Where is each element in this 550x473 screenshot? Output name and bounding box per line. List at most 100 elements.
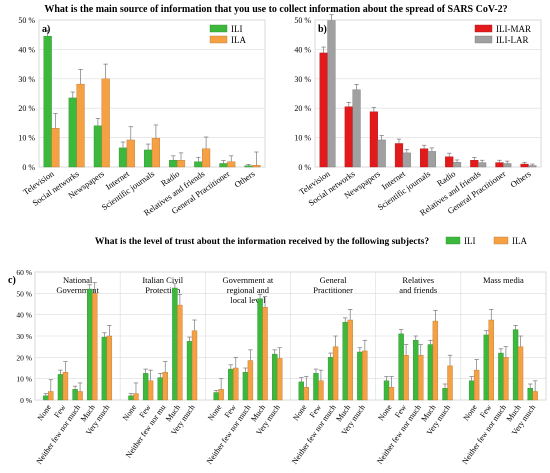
bar-ili-0-4 <box>101 336 108 401</box>
bar-ili-1 <box>68 97 77 168</box>
bar-ila-1-4 <box>191 330 198 401</box>
bar-ili-1-3 <box>172 287 178 401</box>
bar-ili-mar-5 <box>445 156 454 168</box>
bar-ila-8 <box>252 165 261 168</box>
bar-ila-0-1 <box>62 372 69 401</box>
bar-ili-mar-7 <box>495 162 504 168</box>
bar-ila-3-1 <box>318 380 324 401</box>
group-title: regional and <box>227 285 270 295</box>
bar-ili-2 <box>93 125 102 168</box>
bar-ila-5-0 <box>473 369 480 401</box>
bar-ila-2-3 <box>262 307 268 401</box>
bar-ili-3-1 <box>313 373 319 401</box>
bar-ili-lar-5 <box>452 162 462 168</box>
bar-ili-5-1 <box>483 334 489 401</box>
legend-swatch-0 <box>209 24 228 33</box>
bar-ili-8 <box>244 165 253 168</box>
bar-ila-1-2 <box>162 372 168 401</box>
bar-ila-4-0 <box>388 387 395 401</box>
bar-ili-lar-4 <box>427 151 436 168</box>
bar-ila-3-0 <box>303 387 309 401</box>
bar-ila-0-2 <box>77 391 83 401</box>
bar-ili-1-0 <box>128 395 134 401</box>
bar-ila-4 <box>151 137 160 168</box>
bar-ili-5-4 <box>527 388 533 401</box>
bar-ila-1 <box>76 83 85 168</box>
bar-ili-0-1 <box>57 374 64 401</box>
group-title: Relatives <box>402 275 434 285</box>
bar-ili-mar-4 <box>420 148 429 168</box>
bar-ila-3-4 <box>362 350 368 401</box>
bar-ila-5-4 <box>532 391 538 401</box>
category-label: None <box>291 403 309 423</box>
bar-ili-3-0 <box>298 381 305 401</box>
y-tick-label: 30 % <box>18 75 35 84</box>
y-tick-label: 0 % <box>20 396 32 405</box>
bar-ili-2-4 <box>272 353 278 401</box>
bar-ili-4-1 <box>398 333 404 401</box>
bar-ili-3-4 <box>357 351 363 401</box>
bar-ili-4-3 <box>427 344 434 401</box>
y-tick-label: 30 % <box>16 332 32 341</box>
legend-swatch-0 <box>445 236 461 245</box>
bottom-title: What is the level of trust about the inf… <box>95 237 429 247</box>
bar-ila-1-3 <box>177 304 183 401</box>
category-label: None <box>376 403 394 423</box>
group-title: National <box>63 275 93 285</box>
bar-ili-3 <box>118 147 128 168</box>
bar-ila-0-3 <box>92 293 98 401</box>
bar-ili-mar-8 <box>520 163 529 168</box>
group-title: Government <box>56 285 99 295</box>
category-label: None <box>121 403 139 423</box>
bar-ila-2-2 <box>247 360 254 401</box>
y-tick-label: 30 % <box>294 75 311 84</box>
bar-ili-mar-0 <box>319 52 328 168</box>
group-title: General <box>320 275 348 285</box>
y-tick-label: 0 % <box>22 163 35 172</box>
bar-ili-5 <box>169 160 178 168</box>
legend-swatch-1 <box>474 35 493 44</box>
bar-ili-5-2 <box>498 352 504 401</box>
bar-ili-4-0 <box>383 380 390 401</box>
bar-ili-lar-7 <box>503 163 512 168</box>
bar-ila-0-0 <box>48 391 54 401</box>
bar-ili-mar-3 <box>394 143 404 168</box>
group-title: Italian Civil <box>142 275 183 285</box>
bar-ili-lar-8 <box>528 165 537 168</box>
bar-ila-4-1 <box>403 355 409 401</box>
y-tick-label: 20 % <box>16 353 32 362</box>
bar-ili-1-2 <box>157 377 163 401</box>
bar-ili-lar-0 <box>327 20 336 168</box>
bar-ili-3-2 <box>327 357 334 401</box>
y-tick-label: 0 % <box>298 163 311 172</box>
group-title: local level <box>230 295 266 305</box>
group-title: Government at <box>223 275 274 285</box>
category-label: Others <box>508 168 532 189</box>
group-title: and friends <box>399 285 437 295</box>
y-tick-label: 10 % <box>294 134 311 143</box>
bar-ili-0-3 <box>87 288 93 401</box>
bar-ila-2-4 <box>276 358 283 401</box>
bar-ili-4-2 <box>413 340 419 401</box>
legend-label-0: ILI <box>231 24 243 34</box>
bar-ila-6 <box>202 148 211 168</box>
bar-ili-1-4 <box>186 341 193 401</box>
bar-ila-5 <box>176 160 186 168</box>
bar-ili-4 <box>144 149 153 168</box>
legend-swatch-1 <box>209 35 228 44</box>
bar-ila-4-4 <box>447 365 453 401</box>
y-tick-label: 10 % <box>18 134 35 143</box>
legend-label-0: ILI-MAR <box>496 24 531 34</box>
y-tick-label: 50 % <box>18 16 35 25</box>
panel-a: 0 %10 %20 %30 %40 %50 %TelevisionSocial … <box>18 16 266 218</box>
bar-ili-4-4 <box>442 388 448 401</box>
y-tick-label: 40 % <box>294 45 311 54</box>
y-tick-label: 50 % <box>294 16 311 25</box>
bar-ila-5-2 <box>503 357 509 401</box>
y-tick-label: 20 % <box>294 104 311 113</box>
bar-ili-lar-6 <box>478 162 487 168</box>
bar-ili-0-2 <box>72 389 78 401</box>
bar-ila-2-0 <box>218 389 224 401</box>
bar-ila-3 <box>126 139 135 168</box>
